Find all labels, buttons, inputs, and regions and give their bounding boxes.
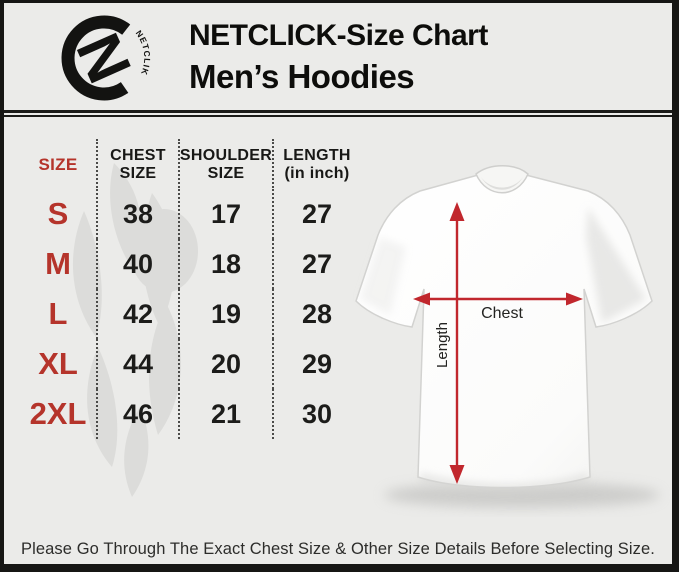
size-cell-s: S — [47, 196, 69, 231]
chest-arrow — [413, 292, 583, 306]
shoulder-cell-s: 17 — [178, 189, 272, 239]
shoulder-cell-l: 19 — [178, 289, 272, 339]
column-header-chest: CHEST SIZE — [96, 139, 178, 191]
size-cell-l: L — [48, 296, 68, 331]
chest-cell-m: 40 — [96, 239, 178, 289]
main-content: SIZE CHEST SIZE SHOULDER SIZE LENGTH (in… — [4, 117, 672, 561]
tshirt-collar-shadow — [481, 177, 523, 190]
column-header-size: SIZE — [20, 139, 96, 191]
logo-ring — [61, 15, 131, 101]
page-subtitle: Men’s Hoodies — [189, 57, 415, 95]
length-label: Length — [434, 322, 451, 368]
footer-note: Please Go Through The Exact Chest Size &… — [21, 540, 655, 558]
tshirt-diagram: Chest Length — [355, 165, 660, 508]
length-cell-s: 27 — [272, 189, 360, 239]
brand-logo: N NETCLIK — [48, 6, 166, 110]
size-cell-m: M — [45, 246, 71, 281]
header: N NETCLIK NETCLICK-Size Chart Men’s Hood… — [4, 3, 672, 113]
column-header-chest-line1: CHEST — [110, 147, 166, 165]
column-header-chest-line2: SIZE — [119, 165, 157, 182]
tshirt-collar — [475, 165, 529, 194]
column-header-size-label: SIZE — [38, 154, 78, 174]
brand-logo-icon: N NETCLIK — [61, 15, 151, 101]
length-cell-l: 28 — [272, 289, 360, 339]
chest-cell-2xl: 46 — [96, 389, 178, 439]
length-cell-xl: 29 — [272, 339, 360, 389]
column-header-length-line2: (in inch) — [284, 165, 350, 182]
page-title: NETCLICK-Size Chart — [189, 19, 488, 52]
size-chart-table: SIZE CHEST SIZE SHOULDER SIZE LENGTH (in… — [20, 139, 360, 439]
length-cell-2xl: 30 — [272, 389, 360, 439]
watermark-graphic — [72, 163, 198, 497]
column-header-shoulder-line2: SIZE — [207, 165, 245, 182]
header-divider-gap — [4, 113, 672, 115]
column-header-shoulder: SHOULDER SIZE — [178, 139, 272, 191]
shoulder-cell-xl: 20 — [178, 339, 272, 389]
title-block: NETCLICK-Size Chart Men’s Hoodies — [189, 19, 488, 96]
length-arrow — [449, 202, 465, 484]
header-divider-line — [4, 115, 672, 117]
shoulder-cell-2xl: 21 — [178, 389, 272, 439]
column-header-length-line1: LENGTH — [283, 147, 351, 165]
chest-label: Chest — [481, 305, 523, 322]
length-cell-m: 27 — [272, 239, 360, 289]
chest-cell-s: 38 — [96, 189, 178, 239]
column-header-length: LENGTH (in inch) — [272, 139, 360, 191]
size-cell-2xl: 2XL — [29, 396, 87, 431]
shoulder-cell-m: 18 — [178, 239, 272, 289]
chest-cell-xl: 44 — [96, 339, 178, 389]
tshirt-shading — [360, 207, 646, 492]
chest-cell-l: 42 — [96, 289, 178, 339]
column-header-shoulder-line1: SHOULDER — [179, 147, 273, 165]
bottom-bar — [4, 564, 672, 572]
size-cell-xl: XL — [38, 346, 78, 381]
tshirt-graphic — [355, 174, 653, 489]
